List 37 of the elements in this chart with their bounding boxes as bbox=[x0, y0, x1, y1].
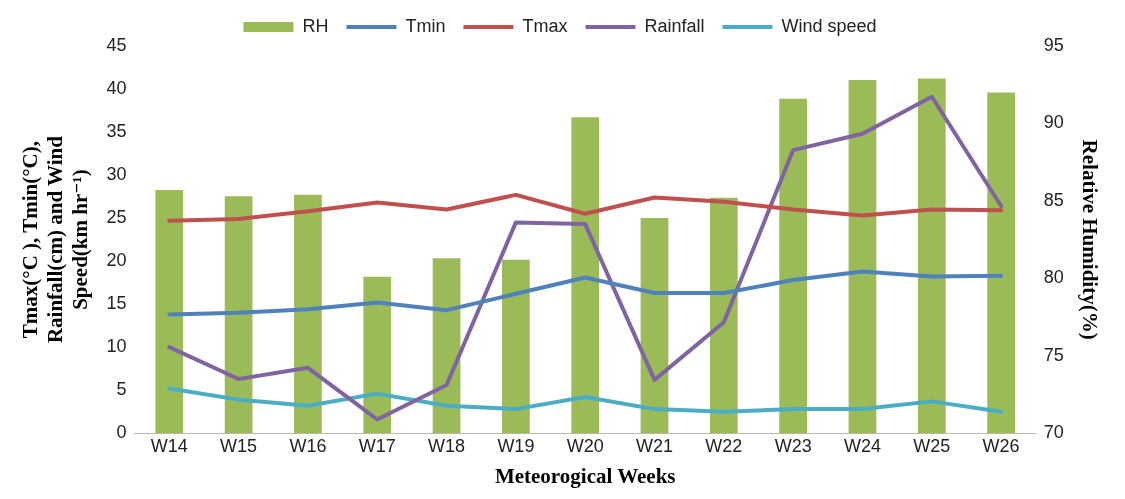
y-axis-title: Tmax(°C ), Tmin(°C), Rainfall(cm) and Wind Speed(km hr⁻¹) bbox=[18, 135, 93, 344]
legend-label: Wind speed bbox=[781, 15, 877, 36]
x-tick-label: W18 bbox=[428, 435, 466, 456]
y-tick-label: 15 bbox=[106, 293, 127, 314]
legend-label: Rainfall bbox=[644, 15, 705, 36]
y-tick-label: 0 bbox=[116, 422, 127, 443]
x-tick-label: W24 bbox=[843, 435, 881, 456]
x-tick-label: W17 bbox=[358, 435, 396, 456]
x-axis-title: Meteorogical Weeks bbox=[494, 463, 676, 488]
y2-tick-label: 80 bbox=[1043, 267, 1064, 288]
legend-label: RH bbox=[302, 15, 329, 36]
x-tick-label: W20 bbox=[566, 435, 604, 456]
x-tick-label: W22 bbox=[705, 435, 743, 456]
y2-tick-label: 90 bbox=[1043, 112, 1064, 133]
x-tick-label: W21 bbox=[636, 435, 674, 456]
y-tick-label: 25 bbox=[106, 207, 127, 228]
x-tick-label: W26 bbox=[982, 435, 1020, 456]
legend-label: Tmax bbox=[522, 15, 568, 36]
y2-tick-label: 95 bbox=[1043, 34, 1064, 55]
y-tick-label: 20 bbox=[106, 250, 127, 271]
y-tick-label: 30 bbox=[106, 164, 127, 185]
x-tick-label: W23 bbox=[774, 435, 812, 456]
y-tick-label: 35 bbox=[106, 121, 127, 142]
y-tick-label: 40 bbox=[106, 77, 127, 98]
y2-axis-title: Relative Humidity(%) bbox=[1077, 139, 1102, 340]
x-tick-label: W25 bbox=[913, 435, 951, 456]
x-tick-label: W15 bbox=[220, 435, 258, 456]
x-tick-label: W19 bbox=[497, 435, 535, 456]
y2-tick-label: 85 bbox=[1043, 189, 1064, 210]
x-tick-label: W14 bbox=[150, 435, 188, 456]
legend-label: Tmin bbox=[405, 15, 446, 36]
y-tick-label: 10 bbox=[106, 336, 127, 357]
y2-tick-label: 70 bbox=[1043, 422, 1064, 443]
y2-tick-label: 75 bbox=[1043, 344, 1064, 365]
x-tick-label: W16 bbox=[289, 435, 327, 456]
y-tick-label: 5 bbox=[116, 379, 127, 400]
y-tick-label: 45 bbox=[106, 34, 127, 55]
